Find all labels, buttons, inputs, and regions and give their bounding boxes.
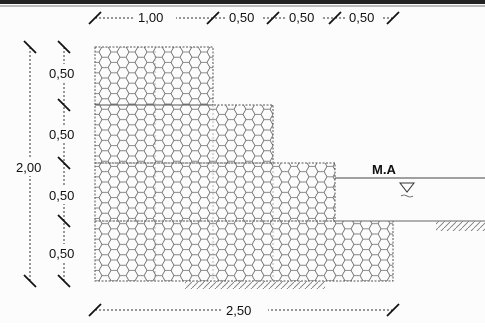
dimension-tick [88,303,102,317]
dimension-tick [88,11,102,25]
dimension-tick [23,274,37,288]
dimension-tick [23,40,37,54]
top-border [0,0,485,4]
ground-hatch [185,281,325,289]
label-mask [225,9,261,25]
label-mask [134,9,176,25]
gabion-wall [94,46,394,282]
gabion-row-2 [94,104,274,164]
label-mask [285,9,321,25]
label-mask [47,125,83,143]
total-width-dimension: 2,50 [88,301,400,319]
dimension-tick [57,274,71,288]
total-height-label: 2,00 [16,160,41,175]
soil-hatch-right [436,221,485,231]
left-dim-label-1: 0,50 [49,66,74,81]
top-dim-label-4: 0,50 [349,10,374,25]
dimension-tick [57,214,71,228]
left-dim-label-3: 0,50 [49,188,74,203]
dimension-tick [386,11,400,25]
gabion-row-3 [94,162,336,222]
dimension-tick [328,11,342,25]
dimension-tick [266,11,280,25]
left-dimensions: 0,50 0,50 0,50 0,50 [47,40,83,288]
total-width-label: 2,50 [226,303,251,318]
dimension-tick [57,156,71,170]
gabion-row-4 [94,220,394,282]
top-dim-label-1: 1,00 [138,10,163,25]
label-mask [47,186,83,204]
top-dim-label-2: 0,50 [229,10,254,25]
water-wave-icon [400,194,414,198]
label-mask [47,64,83,82]
dimension-tick [57,98,71,112]
dimension-tick [57,40,71,54]
top-dim-label-3: 0,50 [289,10,314,25]
label-mask [47,244,83,262]
label-mask [14,158,48,176]
left-dim-label-2: 0,50 [49,127,74,142]
label-mask [345,9,381,25]
total-height-dimension: 2,00 [14,40,48,288]
label-mask [222,301,268,319]
water-area: M.A [335,162,485,231]
water-level-symbol [398,182,416,193]
top-dimensions: 1,00 0,50 0,50 0,50 [88,9,400,25]
water-level-label: M.A [372,162,396,177]
left-dim-label-4: 0,50 [49,246,74,261]
dimension-tick [386,303,400,317]
gabion-row-1 [94,46,214,106]
dimension-tick [206,11,220,25]
